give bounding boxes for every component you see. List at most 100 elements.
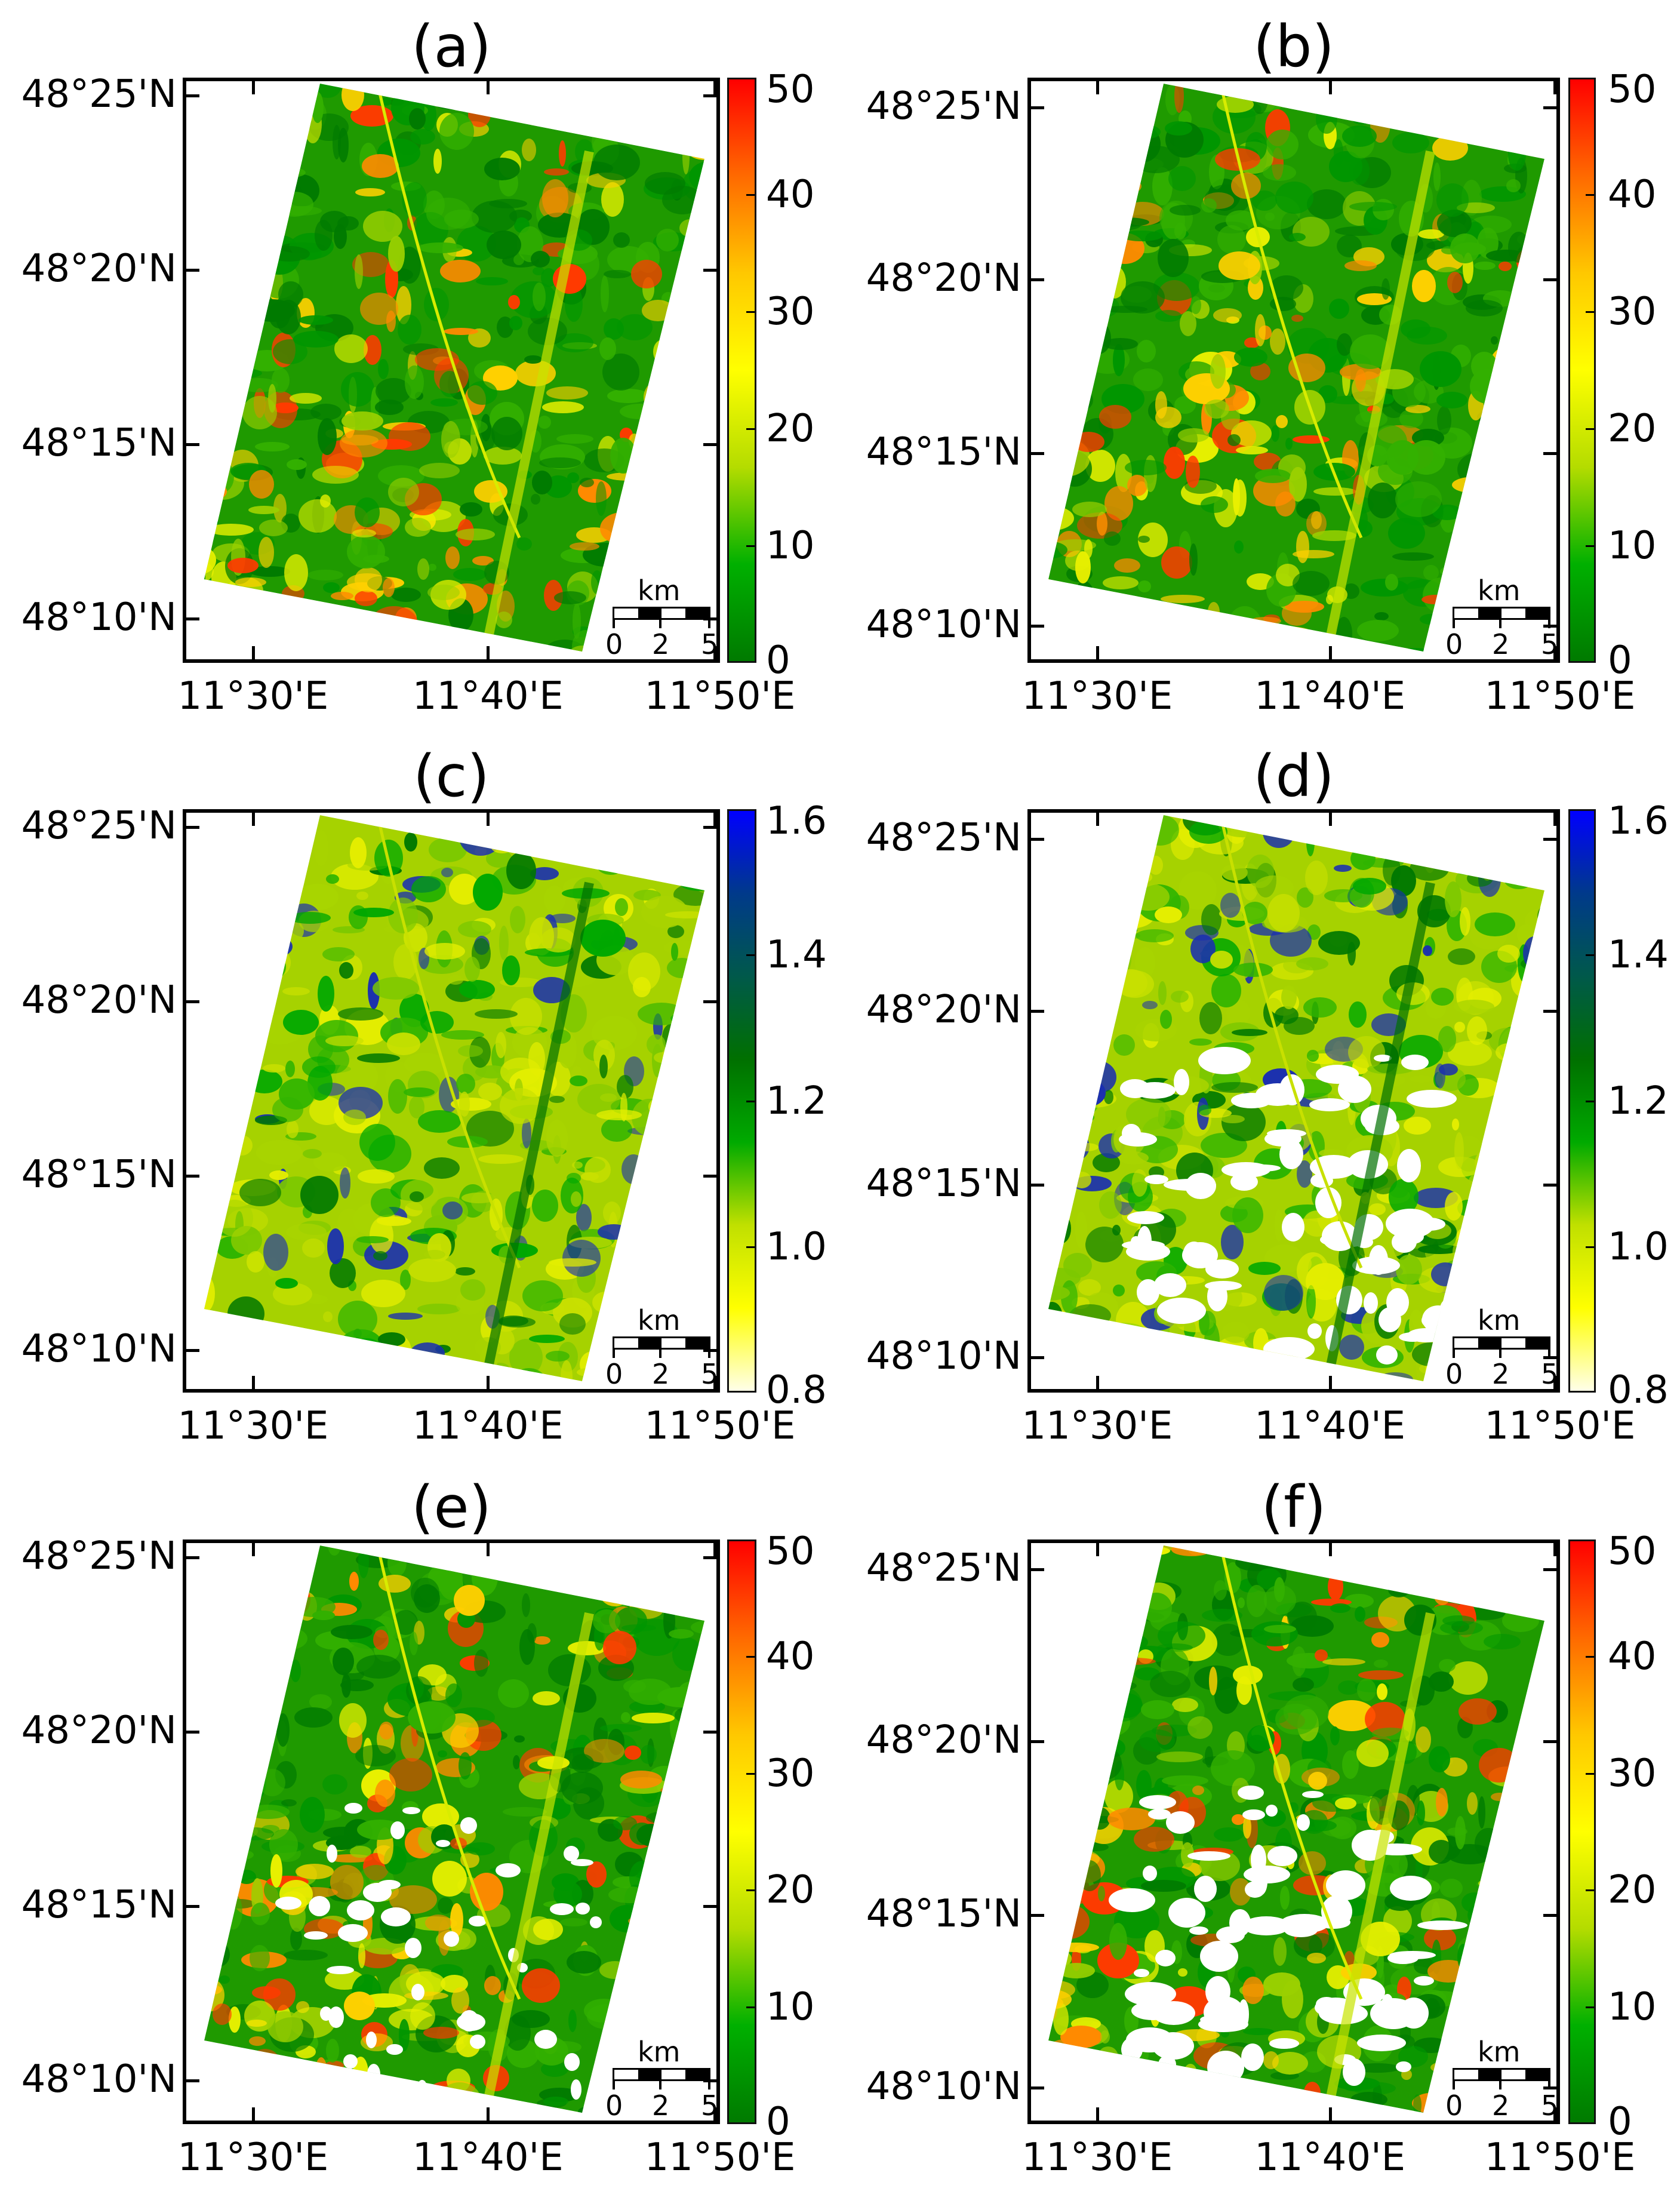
scale-bar: km 0 2 5	[1445, 2036, 1556, 2121]
y-tick	[186, 617, 199, 620]
scale-bar-tick	[613, 619, 615, 628]
x-tick	[1553, 813, 1556, 826]
x-tick	[1328, 2107, 1332, 2121]
y-tick	[703, 269, 716, 272]
colorbar-tick-label: 50	[766, 1529, 815, 1574]
y-tick	[1031, 1356, 1044, 1359]
colorbar-tick	[1586, 311, 1594, 313]
colorbar-tick-label: 10	[1608, 1985, 1657, 2030]
y-tick-label: 48°25'N	[21, 1534, 177, 1578]
y-tick-label: 48°20'N	[21, 1708, 177, 1753]
scale-bar-label: 5	[701, 2089, 719, 2122]
map-axes-d: km 0 2 5	[1027, 809, 1560, 1393]
colorbar-tick	[1586, 194, 1594, 196]
colorbar-tick-label: 1.2	[1608, 1078, 1669, 1123]
y-tick-label: 48°25'N	[21, 804, 177, 848]
scale-bar-label: 0	[605, 628, 623, 660]
colorbar-sigma	[1568, 1539, 1596, 2124]
colorbar-tick-label: 40	[766, 1634, 815, 1679]
y-tick	[1543, 106, 1556, 109]
y-tick	[703, 443, 716, 446]
y-tick-label: 48°10'N	[21, 2057, 177, 2101]
colorbar-tick-label: 10	[1608, 524, 1657, 568]
panel-title: (d)	[1253, 743, 1334, 810]
scale-bar-label: 0	[1445, 1358, 1463, 1390]
y-tick	[703, 1905, 716, 1908]
scale-bar-tick	[659, 1348, 661, 1358]
y-tick	[1543, 1568, 1556, 1571]
scale-bar-label: 0	[605, 1358, 623, 1390]
scale-bar-label: 0	[1445, 628, 1463, 660]
y-tick-label: 48°15'N	[21, 1153, 177, 1197]
colorbar-tick-label: 20	[1608, 407, 1657, 451]
colorbar-tick-label: 30	[766, 1751, 815, 1796]
x-tick	[487, 1376, 490, 1389]
y-tick	[1031, 452, 1044, 455]
x-tick	[1096, 2107, 1099, 2121]
y-tick	[1031, 1568, 1044, 1571]
y-tick	[703, 94, 716, 97]
swath-image	[204, 84, 704, 652]
map-axes-f: km 0 2 5	[1027, 1539, 1560, 2124]
y-tick-label: 48°10'N	[866, 2064, 1021, 2109]
colorbar-tick-label: 0.8	[766, 1368, 827, 1412]
colorbar-tick-label: 30	[766, 290, 815, 334]
panel-title: (e)	[411, 1474, 491, 1541]
scale-bar-segments	[613, 607, 710, 620]
swath-image	[1048, 815, 1544, 1381]
scale-bar-tick	[1548, 2080, 1550, 2089]
colorbar-tick-label: 40	[1608, 1634, 1657, 1679]
scale-bar-tick	[659, 619, 661, 628]
colorbar-tick	[1586, 2006, 1594, 2009]
colorbar-tick-label: 30	[1608, 290, 1657, 334]
x-tick	[1553, 1376, 1556, 1389]
swath-image	[204, 815, 704, 1381]
panel-title: (f)	[1261, 1474, 1327, 1541]
scale-bar-unit: km	[638, 2036, 681, 2068]
scale-bar-unit: km	[638, 574, 681, 607]
y-tick-label: 48°10'N	[21, 1327, 177, 1371]
colorbar-tick-label: 10	[766, 1985, 815, 2030]
scale-bar-tick	[1548, 1348, 1550, 1358]
y-tick	[1031, 106, 1044, 109]
colorbar-tick-label: 1.2	[766, 1078, 827, 1123]
colorbar-tick-label: 0	[1608, 638, 1632, 683]
y-tick	[1543, 278, 1556, 281]
colorbar-tick	[1586, 1246, 1594, 1248]
x-tick-label: 11°30'E	[1021, 2135, 1173, 2180]
x-tick-label: 11°40'E	[412, 2135, 564, 2180]
y-tick	[1031, 278, 1044, 281]
scale-bar-label: 5	[1541, 2089, 1559, 2122]
x-tick	[713, 1543, 716, 1556]
x-tick-label: 11°40'E	[1254, 674, 1406, 718]
x-tick-label: 11°30'E	[177, 2135, 329, 2180]
colorbar-tick-label: 50	[1608, 1529, 1657, 1574]
scale-bar-label: 5	[701, 628, 719, 660]
colorbar-tick	[1586, 428, 1594, 430]
y-tick-label: 48°10'N	[866, 603, 1021, 647]
x-tick-label: 11°50'E	[644, 1404, 796, 1448]
x-tick	[713, 646, 716, 659]
y-tick-label: 48°20'N	[21, 978, 177, 1022]
scale-bar-unit: km	[638, 1304, 681, 1336]
scale-bar-label: 2	[652, 2089, 670, 2122]
y-tick	[186, 269, 199, 272]
scale-bar-tick	[708, 2080, 710, 2089]
y-tick	[703, 1000, 716, 1003]
colorbar-tick-label: 1.6	[766, 799, 827, 843]
y-tick	[186, 1905, 199, 1908]
x-tick	[487, 81, 490, 94]
scale-bar: km 0 2 5	[1445, 577, 1556, 660]
y-tick	[186, 1175, 199, 1178]
scale-bar-tick	[659, 2080, 661, 2089]
x-tick-label: 11°30'E	[1021, 674, 1173, 718]
scale-bar-unit: km	[1478, 2036, 1521, 2068]
scale-bar-segments	[613, 1336, 710, 1350]
y-tick-label: 48°15'N	[21, 1883, 177, 1927]
x-tick-label: 11°50'E	[644, 2135, 796, 2180]
colorbar-tick-label: 0.8	[1608, 1368, 1669, 1412]
x-tick	[1096, 1543, 1099, 1556]
map-axes-a: km 0 2 5	[183, 78, 720, 663]
x-tick	[487, 1543, 490, 1556]
y-tick	[186, 1349, 199, 1352]
